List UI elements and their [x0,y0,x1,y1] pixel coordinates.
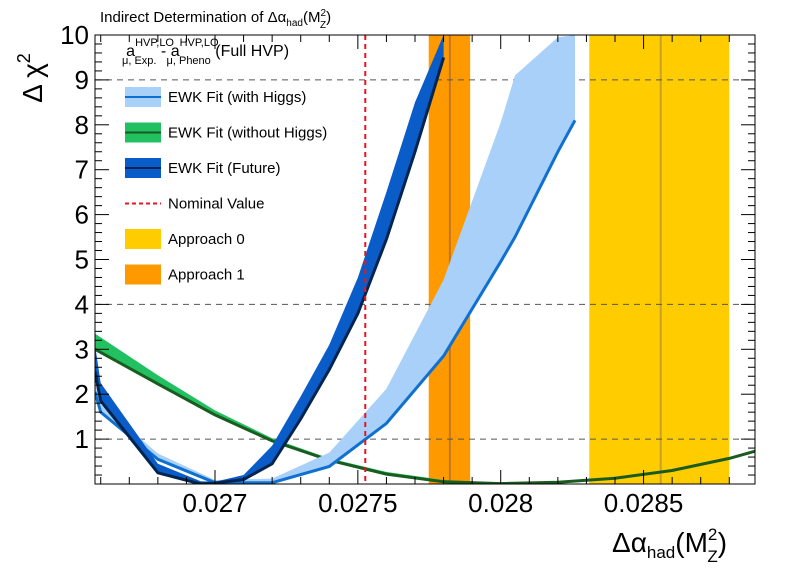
y-tick-label: 5 [75,245,89,275]
y-axis-label: Δ χ2 [14,53,48,103]
legend-entry-4: Approach 0 [125,229,245,249]
y-tick-label: 3 [75,334,89,364]
chart-title: Indirect Determination of Δαhad(M2 Z) [100,8,331,31]
y-tick-label: 4 [75,289,89,319]
y-tick-label: 9 [75,65,89,95]
legend-label: Approach 0 [168,231,245,248]
x-tick-label: 0.028 [468,488,533,518]
series-band-2 [95,35,444,484]
legend-label: Approach 1 [168,267,245,284]
legend-subtitle: aHVP,LO μ, Exp. - aHVP,LO μ, Pheno (Full H… [122,37,289,67]
legend-swatch-fill [125,229,161,249]
x-tick-label: 0.0275 [318,488,398,518]
legend-label: EWK Fit (Future) [168,160,281,177]
ticks-layer: 1 2 3 4 5 6 7 8 9 10 0.027 0.0275 0.028 0.0285 [60,20,755,518]
y-tick-label: 6 [75,200,89,230]
series-band-1 [95,35,575,483]
y-tick-label: 2 [75,379,89,409]
series-line-2 [95,57,446,484]
y-tick-label: 10 [60,20,89,50]
legend-label: EWK Fit (with Higgs) [168,89,306,106]
legend-label: EWK Fit (without Higgs) [168,125,327,142]
y-tick-label: 7 [75,155,89,185]
y-tick-label: 8 [75,110,89,140]
legend-label: Nominal Value [168,196,264,213]
legend-swatch-fill [125,264,161,285]
x-tick-label: 0.0285 [604,488,684,518]
y-tick-label: 1 [75,424,89,454]
x-tick-label: 0.027 [182,488,247,518]
legend-entry-3: Nominal Value [125,196,264,213]
legend: aHVP,LO μ, Exp. - aHVP,LO μ, Pheno (Full H… [122,37,327,285]
bands-layer [428,35,730,484]
legend-entry-5: Approach 1 [125,264,245,285]
curves-layer [95,35,755,484]
legend-entry-0: EWK Fit (with Higgs) [125,87,306,107]
legend-entry-1: EWK Fit (without Higgs) [125,122,327,143]
legend-entry-2: EWK Fit (Future) [125,158,281,178]
x-axis-label: Δαhad(M2 Z) [612,525,727,566]
band-0 [589,35,730,484]
